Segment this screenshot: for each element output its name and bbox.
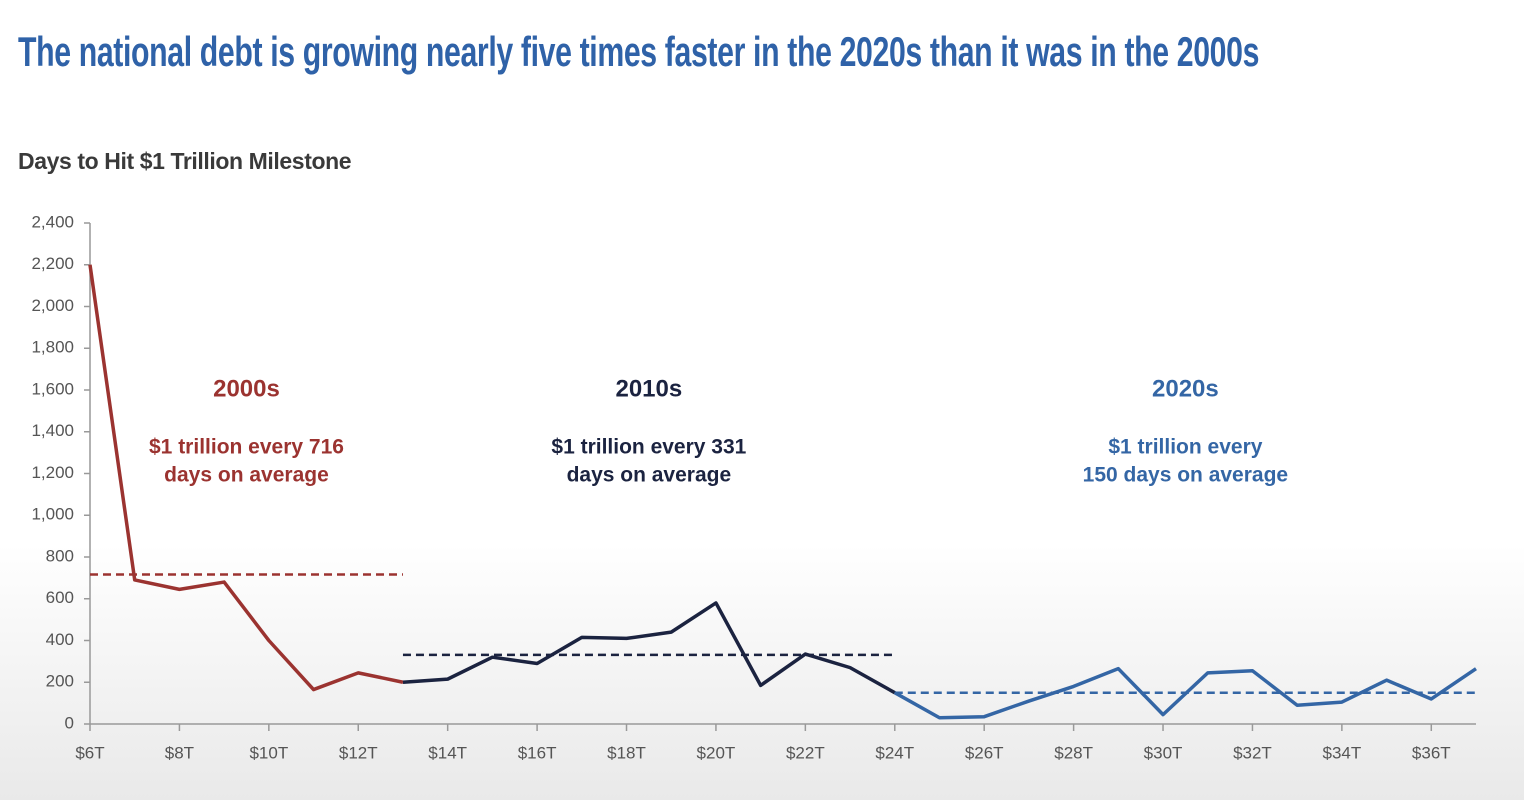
y-tick-label: 200 [46,672,74,691]
y-tick-label: 2,000 [31,296,74,315]
series-annotation: $1 trillion every 716 [149,436,344,459]
y-tick-label: 800 [46,546,74,565]
x-tick-label: $34T [1322,743,1361,762]
x-tick-label: $22T [786,743,825,762]
x-tick-label: $8T [165,743,194,762]
series-annotation: days on average [567,464,732,487]
x-tick-label: $10T [249,743,288,762]
series-label: 2020s [1152,375,1219,402]
series-label: 2010s [615,375,682,402]
x-tick-label: $26T [965,743,1004,762]
x-tick-label: $24T [875,743,914,762]
x-tick-label: $14T [428,743,467,762]
series-label: 2000s [213,375,280,402]
x-tick-label: $28T [1054,743,1093,762]
x-tick-label: $20T [697,743,736,762]
series-annotation: $1 trillion every [1108,436,1262,459]
series-line [402,601,896,695]
x-tick-label: $36T [1412,743,1451,762]
y-tick-label: 0 [65,713,74,732]
x-tick-label: $18T [607,743,646,762]
chart-title: The national debt is growing nearly five… [18,28,1260,75]
y-tick-label: 1,200 [31,463,74,482]
x-tick-label: $6T [75,743,104,762]
x-tick-label: $12T [339,743,378,762]
x-tick-label: $16T [518,743,557,762]
x-tick-label: $30T [1144,743,1183,762]
x-tick-label: $32T [1233,743,1272,762]
series-annotation: 150 days on average [1083,464,1288,487]
y-tick-label: 1,800 [31,338,74,357]
y-tick-label: 600 [46,588,74,607]
y-tick-label: 2,400 [31,212,74,231]
y-tick-label: 1,000 [31,505,74,524]
y-tick-label: 400 [46,630,74,649]
series-annotation: days on average [164,464,329,487]
series-annotation: $1 trillion every 331 [551,436,746,459]
chart-subtitle: Days to Hit $1 Trillion Milestone [18,148,352,174]
y-tick-label: 1,400 [31,421,74,440]
y-tick-label: 2,200 [31,254,74,273]
series-line [893,666,1477,720]
series-line [88,264,404,692]
y-tick-label: 1,600 [31,379,74,398]
